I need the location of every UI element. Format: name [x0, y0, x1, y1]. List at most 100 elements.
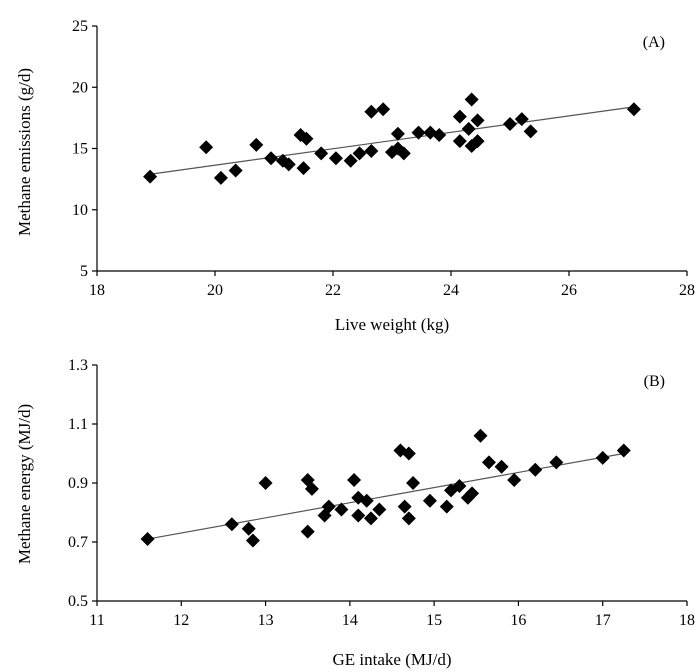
data-point-a — [364, 143, 379, 158]
data-point-a — [470, 113, 485, 128]
data-point-a — [411, 125, 426, 140]
x-ticks-a: 18 20 22 24 26 28 — [89, 271, 695, 299]
data-point-b — [363, 511, 378, 526]
data-point-a — [452, 109, 467, 124]
data-point-a — [390, 126, 405, 141]
data-point-a — [464, 92, 479, 107]
x-axis-label-b: GE intake (MJ/d) — [333, 650, 452, 669]
panel-b: 11 12 13 14 15 16 17 18 0.5 0.7 0.9 1.1 1.3 (B) GE … — [15, 357, 695, 669]
y-tick-label-b: 0.9 — [68, 475, 88, 492]
data-point-b — [245, 533, 260, 548]
points-b — [140, 428, 631, 548]
x-tick-label-a: 24 — [443, 282, 459, 299]
data-point-b — [406, 476, 421, 490]
data-point-b — [401, 511, 416, 526]
y-ticks-a: 5 10 15 20 25 — [72, 18, 97, 280]
data-point-a — [328, 151, 343, 166]
data-point-a — [314, 146, 329, 161]
data-point-b — [347, 473, 362, 488]
y-ticks-b: 0.5 0.7 0.9 1.1 1.3 — [68, 357, 97, 610]
x-tick-label-b: 14 — [342, 612, 358, 629]
data-point-a — [213, 170, 228, 185]
x-tick-label-b: 16 — [510, 612, 526, 629]
data-point-a — [199, 140, 214, 155]
data-point-b — [452, 478, 467, 493]
x-axis-label-a: Live weight (kg) — [335, 315, 449, 334]
x-tick-label-b: 18 — [679, 612, 695, 629]
data-point-a — [299, 131, 314, 146]
y-tick-label-b: 0.5 — [68, 593, 88, 610]
data-point-b — [351, 508, 366, 523]
data-point-b — [481, 455, 496, 470]
x-tick-label-b: 17 — [595, 612, 611, 629]
y-tick-label-a: 25 — [72, 18, 88, 35]
data-point-a — [364, 104, 379, 119]
data-point-b — [507, 473, 522, 488]
data-point-b — [334, 502, 349, 517]
y-tick-label-b: 1.3 — [68, 357, 88, 374]
y-tick-label-a: 20 — [72, 79, 88, 96]
data-point-b — [300, 524, 315, 539]
data-point-b — [595, 450, 610, 465]
data-point-a — [626, 102, 641, 117]
x-tick-label-a: 18 — [89, 282, 105, 299]
x-ticks-b: 11 12 13 14 15 16 17 18 — [89, 601, 695, 629]
data-point-b — [439, 499, 454, 514]
data-point-a — [452, 134, 467, 149]
points-a — [143, 92, 641, 185]
data-point-b — [401, 446, 416, 461]
data-point-b — [241, 521, 256, 536]
data-point-a — [352, 146, 367, 161]
data-point-a — [143, 169, 158, 184]
data-point-b — [549, 455, 564, 470]
data-point-a — [470, 134, 485, 149]
data-point-b — [372, 502, 387, 517]
data-point-a — [296, 161, 311, 176]
data-point-a — [228, 163, 243, 178]
trendline-a — [150, 106, 634, 175]
data-point-a — [523, 124, 538, 139]
panel-label-a: (A) — [643, 34, 665, 51]
data-point-a — [249, 137, 264, 152]
x-tick-label-b: 12 — [173, 612, 189, 629]
data-point-b — [494, 459, 509, 474]
data-point-b — [616, 443, 631, 458]
trendline-b — [147, 452, 624, 540]
data-point-b — [473, 428, 488, 443]
y-axis-label-b: Methane energy (MJ/d) — [15, 404, 34, 564]
data-point-a — [461, 121, 476, 136]
data-point-a — [432, 128, 447, 143]
data-point-a — [503, 117, 517, 131]
data-point-b — [465, 486, 480, 501]
data-point-a — [343, 153, 358, 168]
x-tick-label-b: 15 — [426, 612, 442, 629]
data-point-b — [422, 493, 437, 508]
data-point-a — [281, 157, 296, 172]
data-point-b — [258, 476, 273, 490]
x-tick-label-a: 28 — [679, 282, 695, 299]
y-tick-label-a: 10 — [72, 202, 88, 219]
data-point-b — [321, 499, 336, 514]
y-tick-label-b: 0.7 — [68, 534, 88, 551]
data-point-b — [224, 517, 239, 532]
x-tick-label-a: 26 — [561, 282, 577, 299]
data-point-b — [359, 493, 374, 508]
data-point-a — [264, 151, 279, 166]
data-point-a — [514, 112, 529, 127]
panel-label-b: (B) — [644, 373, 665, 390]
y-tick-label-b: 1.1 — [68, 416, 88, 433]
y-tick-label-a: 5 — [80, 263, 88, 280]
data-point-b — [528, 462, 543, 477]
data-point-a — [376, 102, 391, 117]
data-point-b — [304, 481, 319, 496]
x-tick-label-a: 20 — [207, 282, 223, 299]
data-point-b — [140, 532, 155, 547]
panel-a: 18 20 22 24 26 28 5 10 15 20 25 (A) Live weight (… — [15, 18, 695, 334]
y-axis-label-a: Methane emissions (g/d) — [15, 68, 34, 236]
data-point-b — [397, 499, 412, 514]
x-tick-label-b: 13 — [258, 612, 274, 629]
y-tick-label-a: 15 — [72, 141, 88, 158]
x-tick-label-a: 22 — [325, 282, 341, 299]
data-point-a — [396, 146, 411, 161]
